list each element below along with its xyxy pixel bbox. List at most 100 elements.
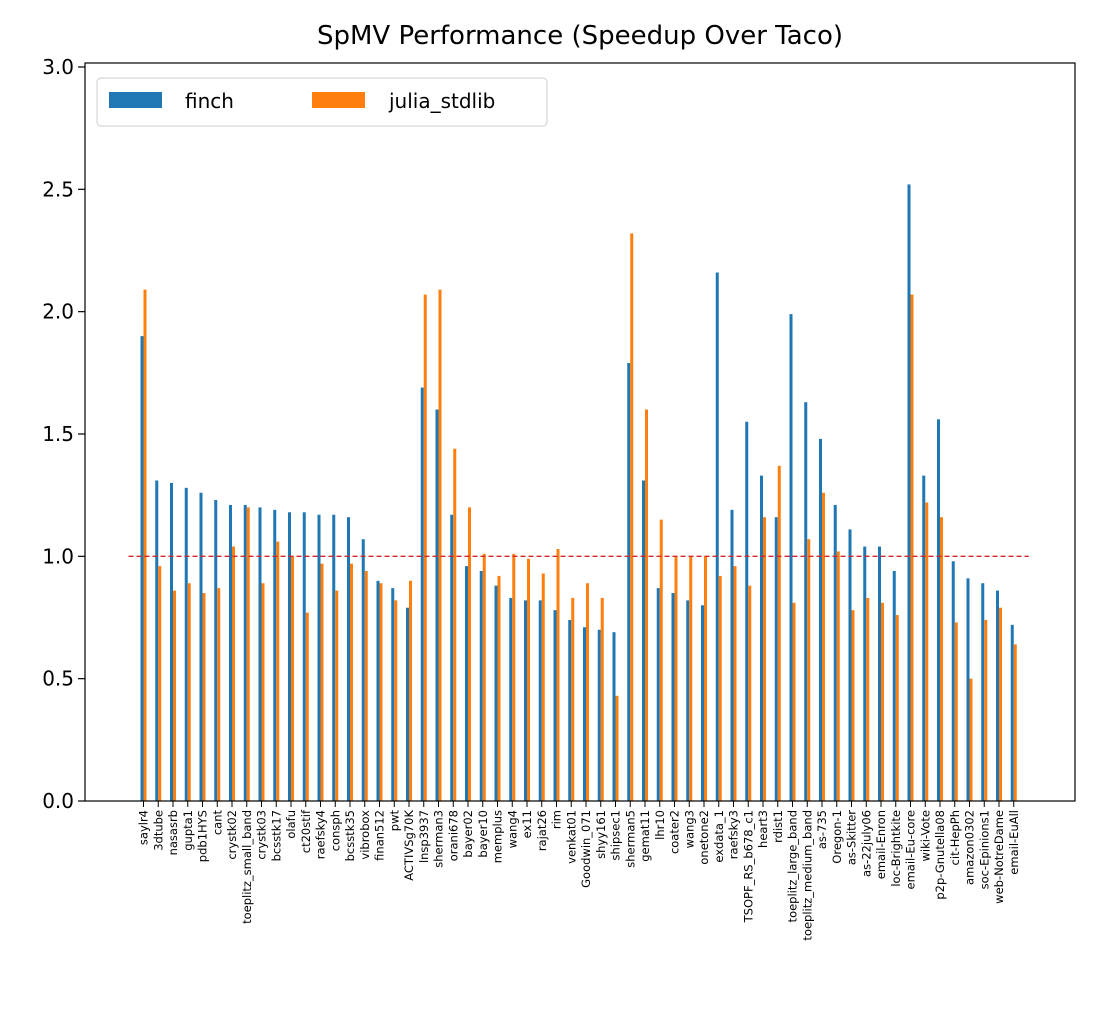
bar-finch-18 xyxy=(406,607,409,801)
bar-julia-stdlib-34 xyxy=(645,409,648,801)
bar-finch-53 xyxy=(922,475,926,801)
x-tick-label-12: raefsky4 xyxy=(314,810,328,859)
x-tick-label-0: saylr4 xyxy=(137,810,151,845)
bar-julia-stdlib-55 xyxy=(954,622,958,801)
bar-julia-stdlib-7 xyxy=(246,507,250,801)
bar-julia-stdlib-2 xyxy=(173,590,176,801)
bar-julia-stdlib-45 xyxy=(807,539,811,801)
bar-julia-stdlib-52 xyxy=(910,294,914,801)
bar-finch-26 xyxy=(524,600,527,801)
bar-julia-stdlib-41 xyxy=(748,585,752,801)
bar-finch-31 xyxy=(597,629,601,801)
x-tick-label-37: wang3 xyxy=(682,810,696,848)
bar-finch-11 xyxy=(302,512,306,801)
x-tick-label-14: bcsstk35 xyxy=(343,810,357,861)
bar-julia-stdlib-29 xyxy=(571,597,575,801)
x-tick-label-23: bayer10 xyxy=(476,810,490,858)
y-tick-label-2: 1.0 xyxy=(42,544,74,568)
bar-julia-stdlib-5 xyxy=(217,588,221,801)
bar-julia-stdlib-31 xyxy=(600,597,604,801)
x-tick-label-52: email-Eu-core xyxy=(904,810,918,889)
x-tick-label-18: ACTIVSg70K xyxy=(402,810,416,881)
x-tick-label-8: crystk03 xyxy=(255,810,269,860)
legend: finch julia_stdlib xyxy=(96,77,548,127)
x-tick-label-27: rajat26 xyxy=(535,810,549,851)
bar-finch-49 xyxy=(863,546,867,801)
bar-finch-14 xyxy=(347,517,350,801)
bar-julia-stdlib-6 xyxy=(232,546,235,801)
x-tick-label-47: Oregon-1 xyxy=(830,810,844,864)
x-tick-label-55: cit-HepPh xyxy=(948,810,962,865)
bar-julia-stdlib-28 xyxy=(556,548,560,801)
bar-finch-40 xyxy=(730,509,734,801)
chart-title: SpMV Performance (Speedup Over Taco) xyxy=(317,21,843,51)
x-tick-label-9: bcsstk17 xyxy=(269,810,283,861)
bar-julia-stdlib-15 xyxy=(364,571,368,801)
bar-finch-55 xyxy=(951,561,955,801)
x-axis: saylr4 3dtube nasasrb gupta1 pdb1HYS cant crys… xyxy=(137,801,1021,941)
x-tick-label-10: olafu xyxy=(284,810,298,839)
bar-julia-stdlib-59 xyxy=(1013,644,1017,801)
bar-julia-stdlib-12 xyxy=(320,563,324,801)
bar-julia-stdlib-3 xyxy=(187,583,191,801)
bar-finch-33 xyxy=(627,363,631,801)
x-tick-label-25: wang4 xyxy=(505,810,519,848)
bar-julia-stdlib-17 xyxy=(394,600,398,801)
bar-julia-stdlib-18 xyxy=(409,580,412,801)
bar-julia-stdlib-8 xyxy=(261,583,265,801)
bar-finch-48 xyxy=(848,529,852,801)
bar-julia-stdlib-57 xyxy=(984,619,988,801)
x-tick-label-2: nasasrb xyxy=(166,810,180,855)
bar-finch-52 xyxy=(907,184,911,801)
bar-finch-15 xyxy=(361,539,365,801)
bar-julia-stdlib-16 xyxy=(379,583,383,801)
bar-finch-51 xyxy=(892,571,896,801)
bar-finch-44 xyxy=(789,314,793,801)
x-tick-label-20: sherman3 xyxy=(432,810,446,868)
x-tick-label-15: vibrobox xyxy=(358,810,372,860)
bar-finch-1 xyxy=(155,480,159,801)
bar-finch-30 xyxy=(583,627,586,801)
bar-julia-stdlib-42 xyxy=(763,517,766,801)
bar-finch-38 xyxy=(701,605,704,801)
bar-finch-54 xyxy=(937,419,940,801)
y-tick-label-3: 1.5 xyxy=(42,422,74,446)
bar-finch-5 xyxy=(214,500,218,801)
bar-julia-stdlib-20 xyxy=(438,289,442,801)
bar-julia-stdlib-54 xyxy=(940,517,943,801)
x-tick-label-32: shipsec1 xyxy=(609,810,623,860)
bar-finch-58 xyxy=(996,590,999,801)
bar-finch-12 xyxy=(317,514,321,801)
bar-julia-stdlib-33 xyxy=(630,233,634,801)
x-tick-label-26: ex11 xyxy=(520,810,534,838)
x-tick-label-34: gemat11 xyxy=(638,810,652,862)
x-tick-label-33: sherman5 xyxy=(623,810,637,868)
x-tick-label-28: rim xyxy=(550,810,564,829)
y-tick-label-4: 2.0 xyxy=(42,300,74,324)
x-tick-label-58: web-NotreDame xyxy=(992,810,1006,904)
bar-finch-59 xyxy=(1010,624,1014,801)
bar-finch-4 xyxy=(199,492,203,801)
bar-julia-stdlib-39 xyxy=(718,575,722,801)
legend-label-julia-stdlib: julia_stdlib xyxy=(388,89,495,113)
bar-julia-stdlib-44 xyxy=(792,602,796,801)
bar-julia-stdlib-4 xyxy=(202,593,206,801)
x-tick-label-40: raefsky3 xyxy=(727,810,741,859)
x-tick-label-22: bayer02 xyxy=(461,810,475,858)
x-tick-label-4: pdb1HYS xyxy=(196,810,210,862)
y-axis: 0.0 0.5 1.0 1.5 2.0 2.5 3.0 xyxy=(42,55,85,813)
bar-finch-16 xyxy=(376,580,380,801)
x-tick-label-13: consph xyxy=(328,810,342,851)
x-tick-label-50: email-Enron xyxy=(874,810,888,879)
x-tick-label-3: gupta1 xyxy=(181,810,195,851)
bar-julia-stdlib-22 xyxy=(468,507,471,801)
bar-finch-27 xyxy=(538,600,542,801)
bar-finch-10 xyxy=(288,512,291,801)
x-tick-label-29: venkat01 xyxy=(564,810,578,864)
bar-finch-43 xyxy=(774,517,778,801)
bars-group xyxy=(140,184,1017,801)
bar-julia-stdlib-37 xyxy=(689,556,693,801)
bar-finch-47 xyxy=(833,504,837,801)
x-tick-label-1: 3dtube xyxy=(151,810,165,851)
